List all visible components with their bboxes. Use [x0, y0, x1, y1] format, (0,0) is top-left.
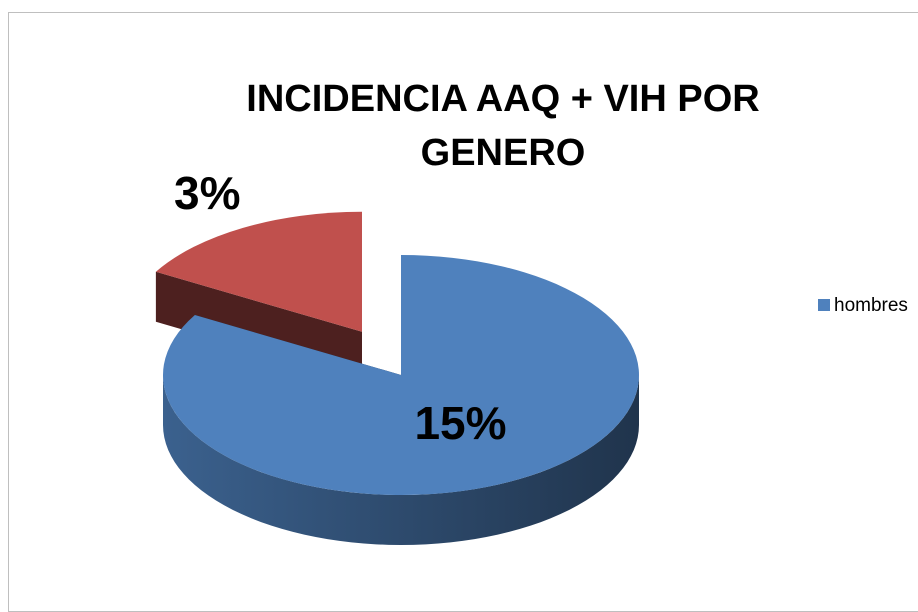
slice-outer-side [163, 375, 639, 545]
data-label: 15% [414, 397, 506, 449]
legend-swatch [818, 299, 830, 311]
chart-title: INCIDENCIA AAQ + VIH POR GENERO [246, 78, 760, 174]
slice-top [163, 255, 640, 495]
pie-slice [163, 255, 640, 545]
slice-top [155, 211, 362, 332]
legend-item: hombres [818, 294, 918, 318]
legend-label: hombres [834, 295, 908, 316]
data-label: 3% [174, 167, 240, 219]
